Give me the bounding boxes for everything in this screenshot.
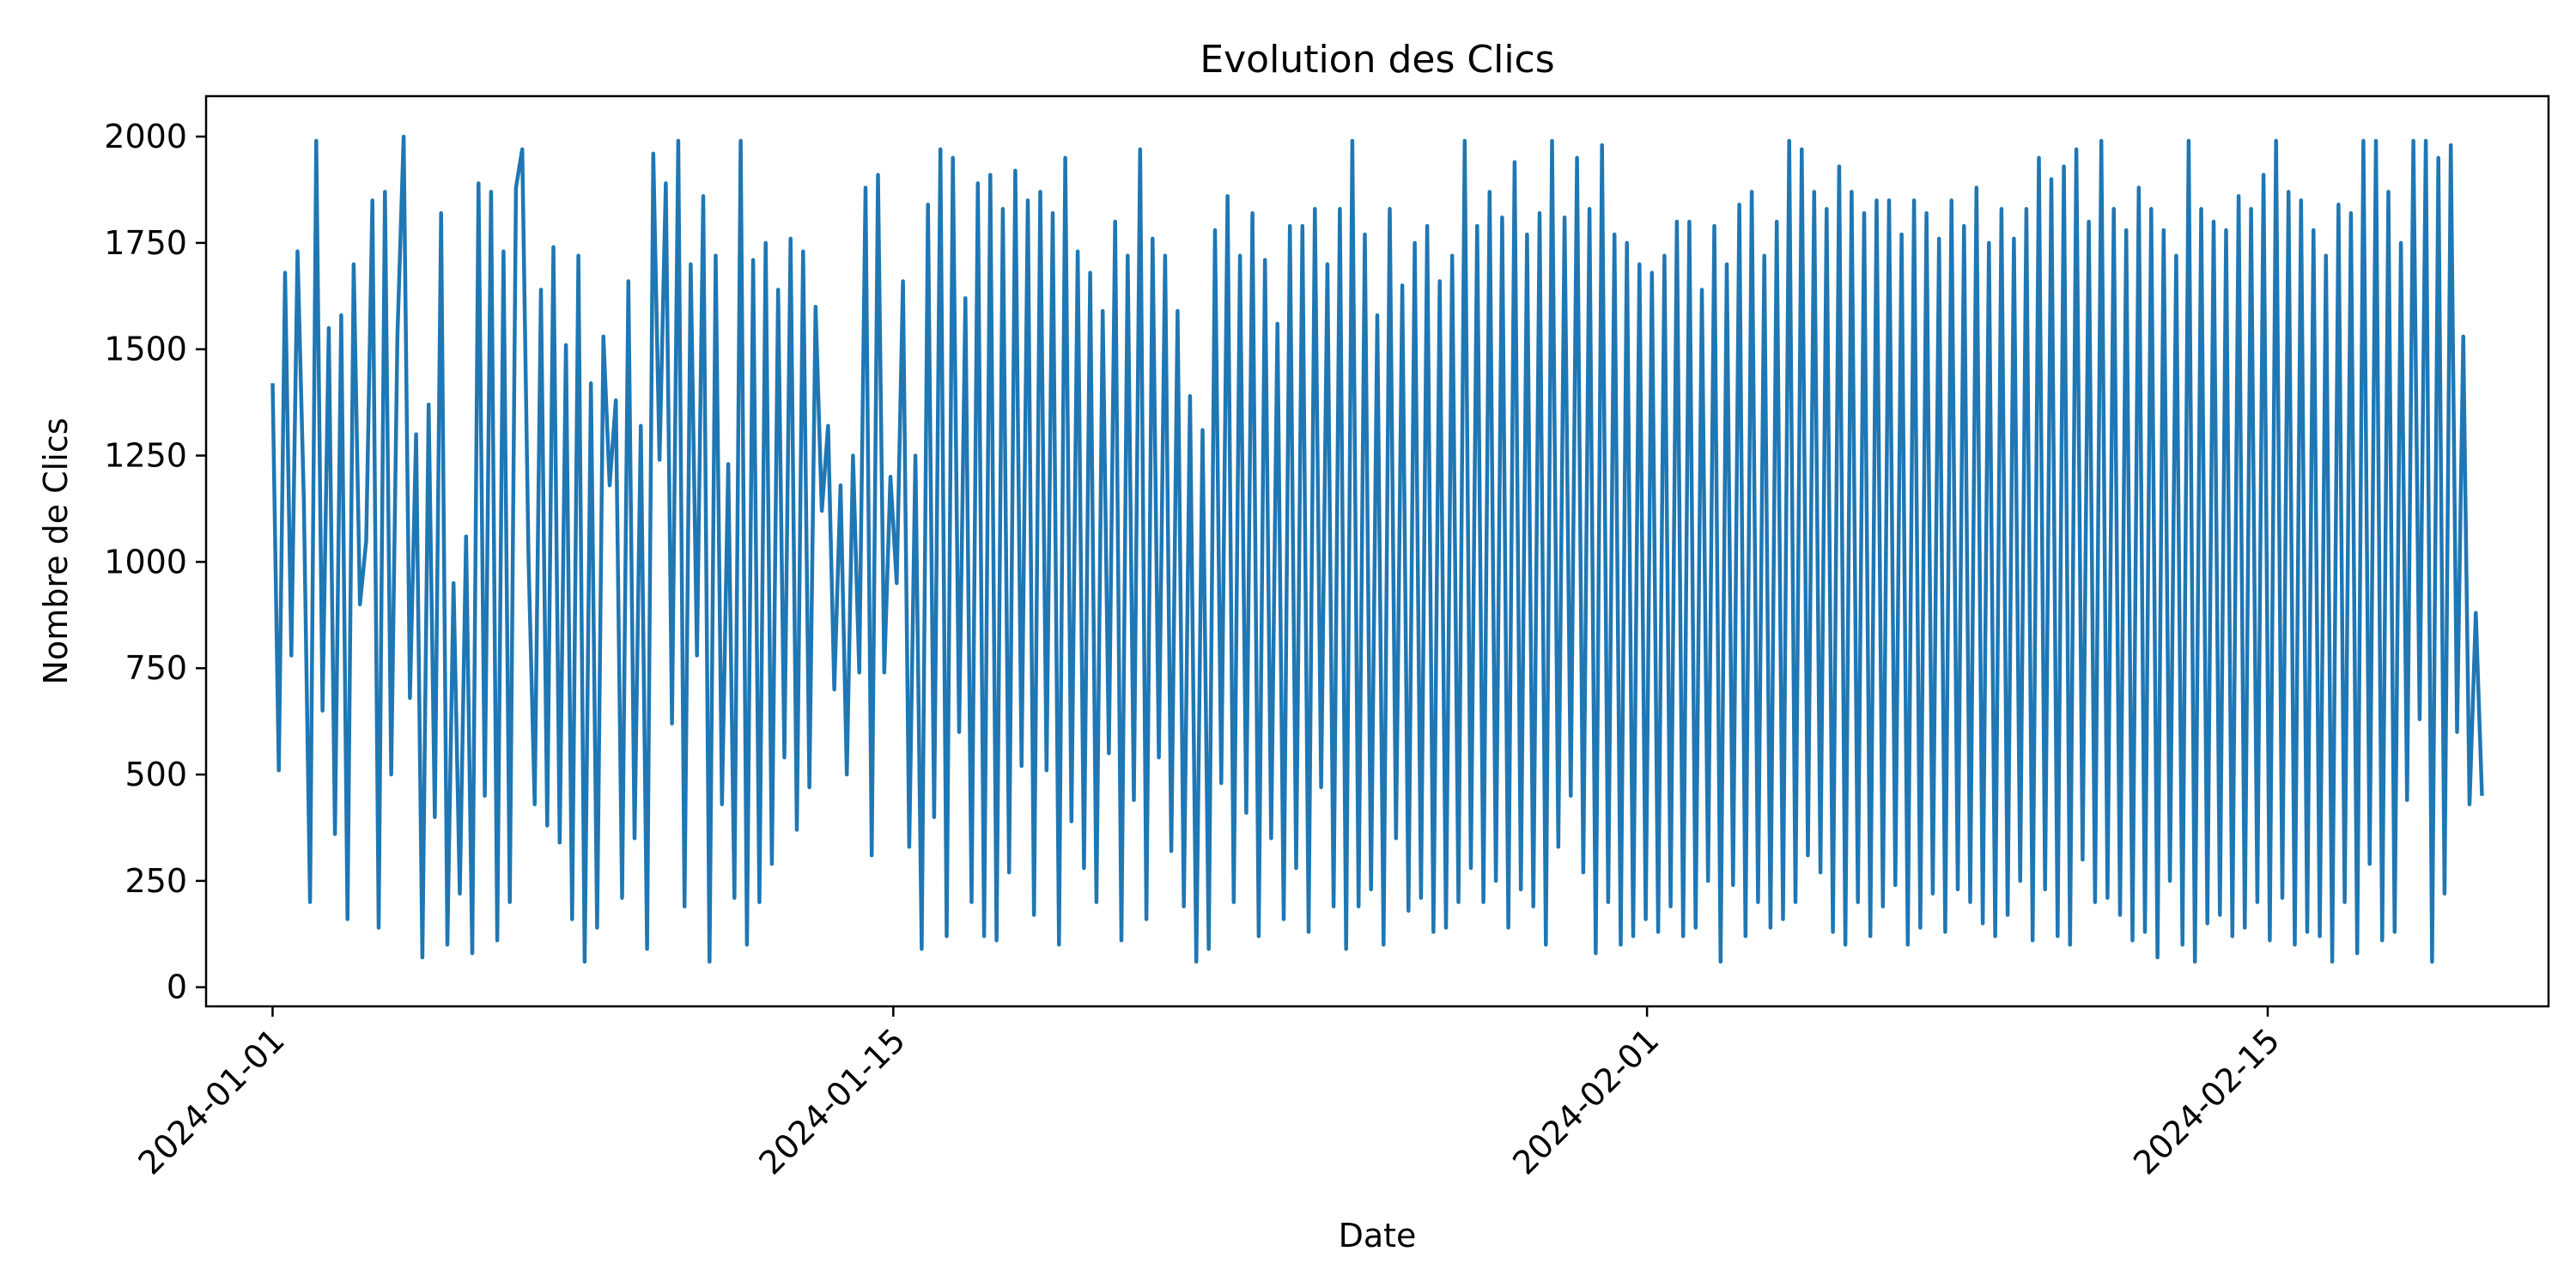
x-axis-label: Date	[1339, 1217, 1417, 1255]
series-line-0	[270, 134, 2484, 964]
y-tick-label: 1750	[104, 224, 187, 262]
y-tick-label: 0	[167, 969, 187, 1006]
y-axis-label: Nombre de Clics	[37, 418, 75, 685]
y-tick-label: 500	[125, 756, 187, 793]
y-tick-label: 1250	[104, 437, 187, 475]
y-tick-label: 1000	[104, 543, 187, 580]
y-tick-label: 250	[125, 862, 187, 900]
y-tick-label: 750	[125, 649, 187, 687]
y-tick-label: 1500	[104, 331, 187, 368]
y-axis: 0 250 500 750 1000 1250 1500 1750 2000	[104, 118, 206, 1006]
chart-title: Evolution des Clics	[1200, 38, 1554, 82]
plot-series	[270, 134, 2484, 964]
y-tick-label: 2000	[104, 118, 187, 155]
plot-frame	[204, 94, 2550, 1008]
